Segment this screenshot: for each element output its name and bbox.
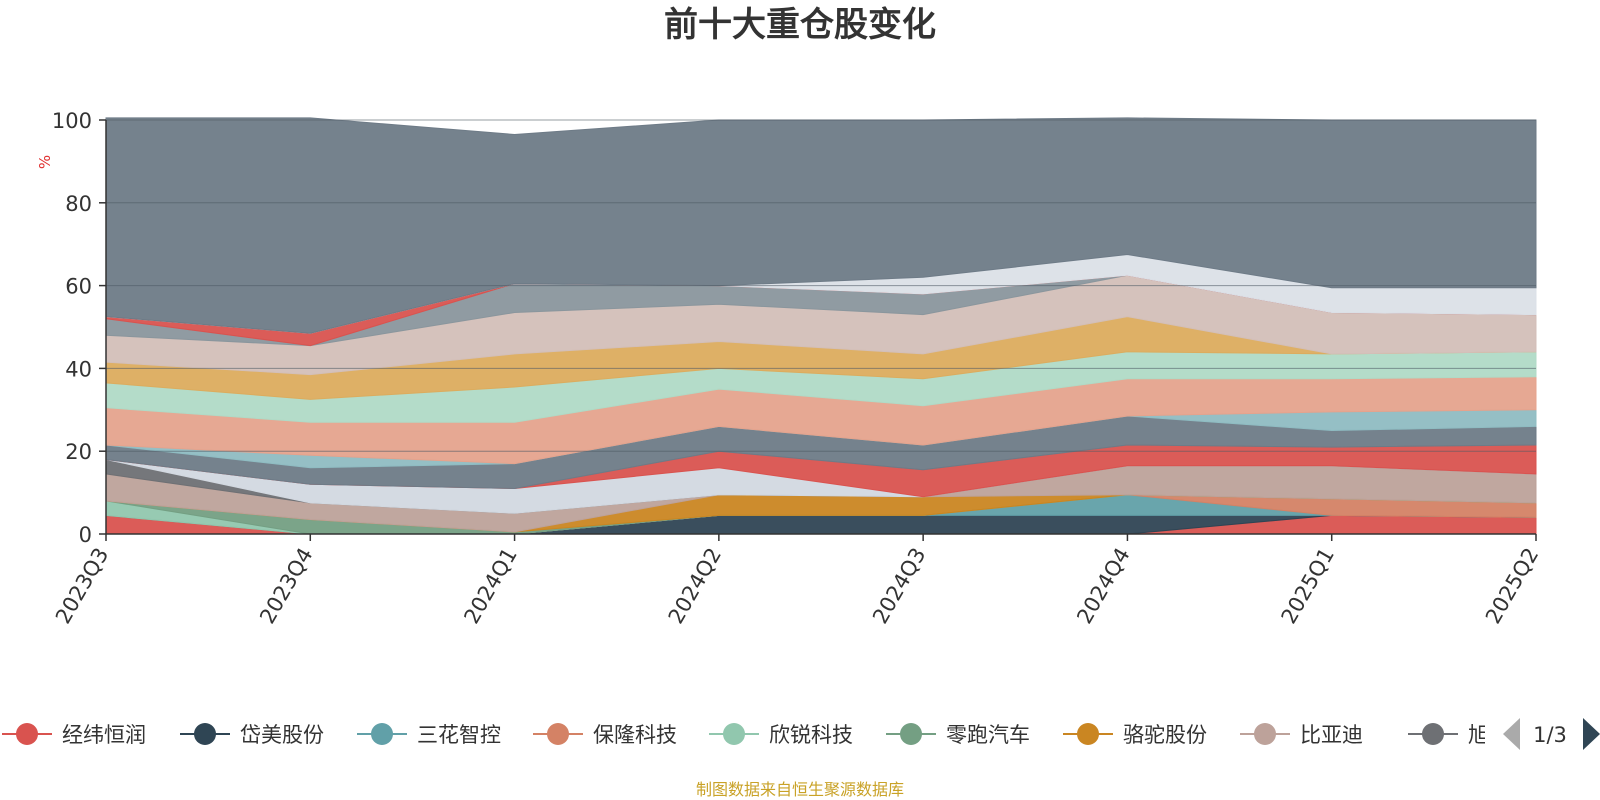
- x-tick-label: 2025Q1: [1277, 544, 1339, 628]
- legend-circle-icon: [1077, 723, 1099, 745]
- legend-item[interactable]: 岱美股份: [180, 723, 324, 747]
- legend-item[interactable]: 欣锐科技: [709, 723, 853, 747]
- y-tick-label: 60: [65, 275, 92, 299]
- grid-lines: [106, 119, 1536, 452]
- legend-page-label: 1/3: [1533, 723, 1567, 747]
- y-tick-label: 20: [65, 440, 92, 464]
- legend-label: 欣锐科技: [769, 723, 853, 747]
- y-tick-label: 0: [79, 523, 92, 547]
- legend-circle-icon: [1422, 723, 1444, 745]
- triangle-right-icon[interactable]: [1583, 718, 1600, 750]
- legend-pager: 1/3: [1503, 718, 1600, 750]
- x-tick-label: 2024Q2: [664, 544, 726, 628]
- source-note: 制图数据来自恒生聚源数据库: [696, 780, 904, 799]
- legend-label: 三花智控: [417, 723, 501, 747]
- legend-circle-icon: [16, 723, 38, 745]
- legend-circle-icon: [547, 723, 569, 745]
- legend-circle-icon: [723, 723, 745, 745]
- legend-items: 经纬恒润 岱美股份 三花智控 保隆科技 欣锐科技 零跑汽车 骆驼股份 比亚迪 旭升集团: [2, 723, 1552, 747]
- legend-label: 岱美股份: [240, 723, 324, 747]
- x-tick-label: 2024Q4: [1072, 544, 1134, 628]
- legend-label: 骆驼股份: [1123, 723, 1207, 747]
- x-tick-label: 2025Q2: [1481, 544, 1543, 628]
- legend-item[interactable]: 三花智控: [357, 723, 501, 747]
- legend-label: 经纬恒润: [62, 723, 146, 747]
- x-tick-label: 2024Q3: [868, 544, 930, 628]
- legend-label: 零跑汽车: [946, 723, 1030, 747]
- legend-item[interactable]: 旭升集团: [1408, 723, 1552, 747]
- area-series-21: [105, 117, 1537, 334]
- legend-circle-icon: [371, 723, 393, 745]
- legend-item[interactable]: 保隆科技: [533, 723, 677, 747]
- legend-label: 保隆科技: [593, 723, 677, 747]
- chart-title: 前十大重仓股变化: [664, 5, 936, 45]
- y-tick-label: 40: [65, 357, 92, 381]
- x-tick-label: 2023Q4: [255, 544, 317, 628]
- legend-circle-icon: [900, 723, 922, 745]
- legend-item[interactable]: 比亚迪: [1240, 723, 1363, 747]
- legend-item[interactable]: 零跑汽车: [886, 723, 1030, 747]
- legend-item[interactable]: 骆驼股份: [1063, 723, 1207, 747]
- legend-circle-icon: [1254, 723, 1276, 745]
- legend-label: 比亚迪: [1300, 723, 1363, 747]
- x-tick-label: 2023Q3: [51, 544, 113, 628]
- y-tick-label: 100: [52, 109, 92, 133]
- legend-item[interactable]: 经纬恒润: [2, 723, 146, 747]
- legend-label: 旭升集团: [1468, 723, 1552, 747]
- x-tick-label: 2024Q1: [459, 544, 521, 628]
- y-tick-label: 80: [65, 192, 92, 216]
- triangle-left-icon[interactable]: [1503, 718, 1520, 750]
- legend-circle-icon: [194, 723, 216, 745]
- legend: 经纬恒润 岱美股份 三花智控 保隆科技 欣锐科技 零跑汽车 骆驼股份 比亚迪 旭升集团: [2, 723, 1552, 747]
- y-axis-label: %: [36, 155, 54, 169]
- area-series-group: [105, 117, 1537, 535]
